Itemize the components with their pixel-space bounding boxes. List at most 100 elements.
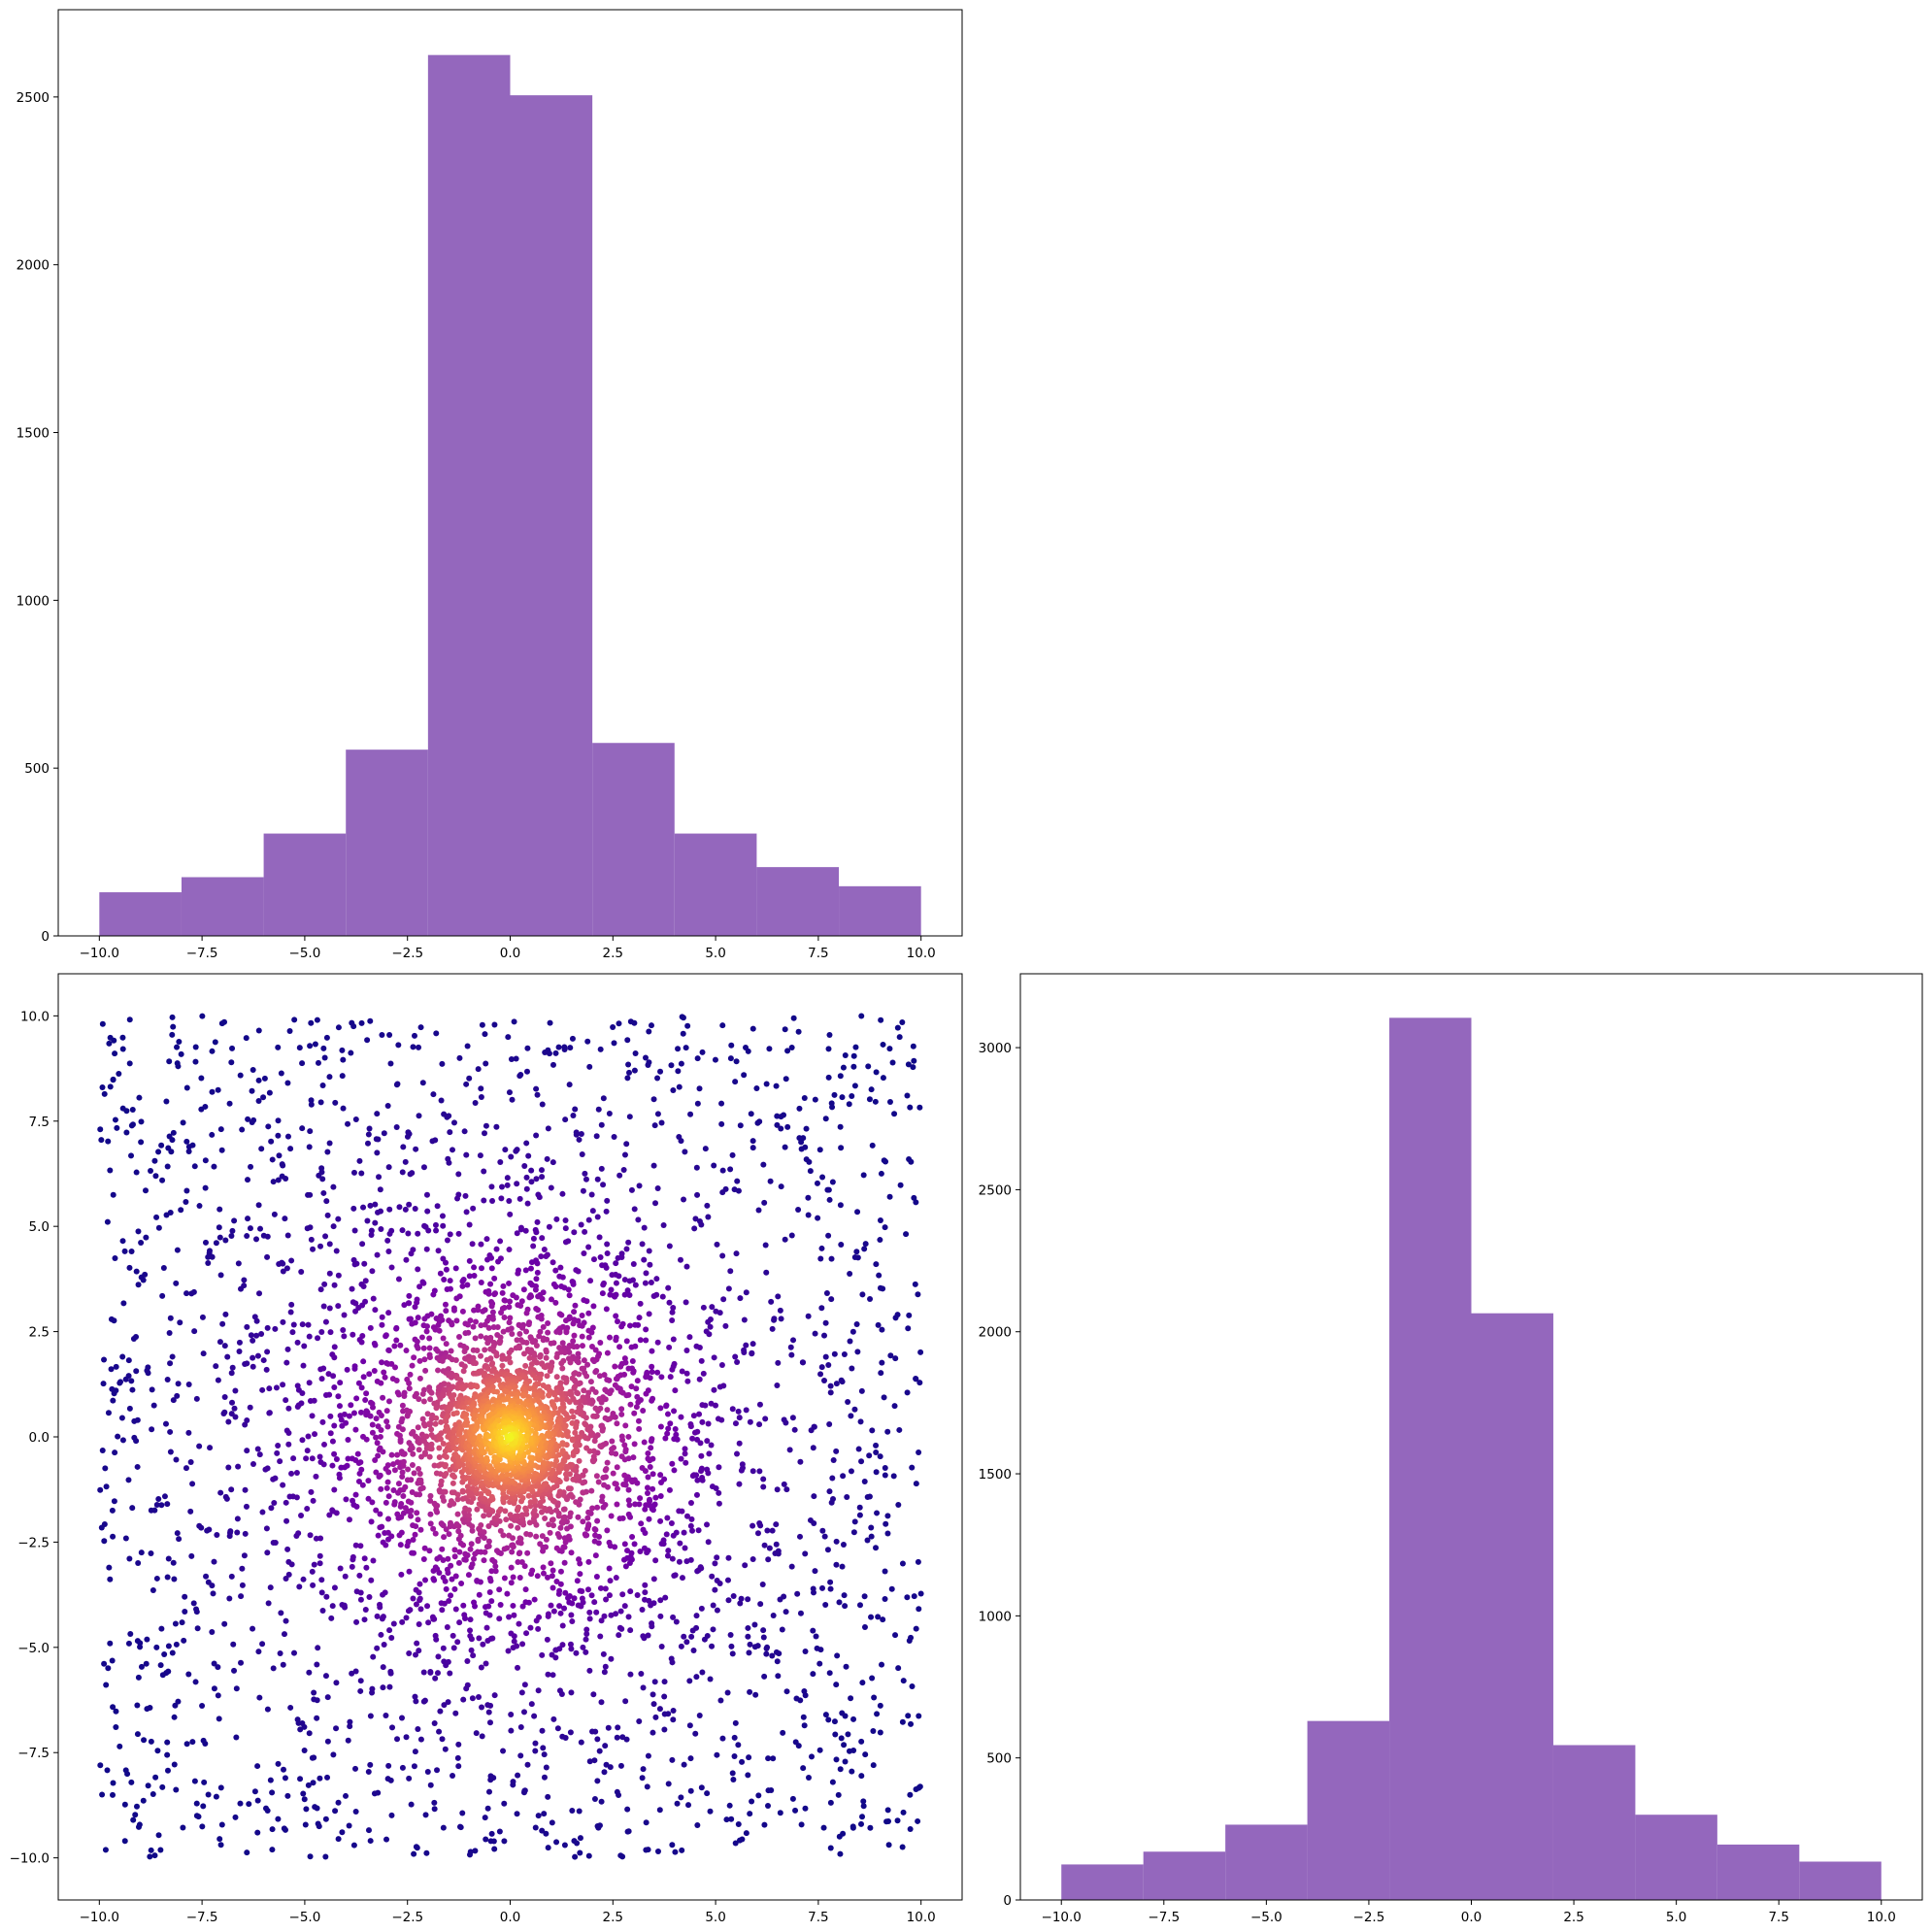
scatter-point [507, 1315, 514, 1321]
scatter-point [692, 1216, 699, 1222]
scatter-point [880, 1041, 886, 1048]
scatter-point [189, 1739, 196, 1746]
scatter-point [402, 1158, 409, 1165]
scatter-point [277, 1458, 283, 1465]
scatter-point [247, 1225, 253, 1232]
scatter-point [99, 1020, 106, 1027]
scatter-point [570, 1320, 577, 1327]
scatter-point [439, 1546, 446, 1552]
scatter-point [164, 1163, 171, 1170]
scatter-point [311, 1397, 317, 1404]
scatter-point [704, 1521, 711, 1528]
scatter-point [475, 1536, 482, 1543]
scatter-point [453, 1410, 460, 1416]
scatter-point [631, 1541, 638, 1548]
scatter-point [448, 1348, 454, 1354]
scatter-point [443, 1341, 450, 1348]
scatter-point [422, 1367, 429, 1374]
scatter-point [743, 1830, 749, 1837]
scatter-point [189, 1142, 196, 1149]
scatter-point [192, 1058, 199, 1065]
scatter-point [225, 1418, 232, 1425]
scatter-point [631, 1067, 638, 1074]
scatter-point [529, 1339, 536, 1346]
scatter-point [333, 1510, 340, 1516]
scatter-point [267, 1584, 274, 1591]
scatter-point [153, 1501, 160, 1508]
scatter-point [576, 1457, 583, 1464]
scatter-point [513, 1148, 519, 1154]
scatter-point [350, 1169, 357, 1176]
scatter-point [833, 1381, 840, 1387]
scatter-point [684, 1378, 691, 1384]
scatter-point [133, 1803, 140, 1810]
scatter-point [875, 1321, 882, 1328]
scatter-point [415, 1516, 421, 1523]
scatter-point [318, 1376, 325, 1382]
scatter-point [440, 1824, 447, 1831]
scatter-point [495, 1417, 502, 1424]
scatter-point [395, 1391, 402, 1398]
scatter-point [454, 1511, 461, 1517]
scatter-point [185, 1429, 192, 1436]
scatter-point [535, 1687, 542, 1694]
scatter-point [122, 1767, 129, 1774]
scatter-point [541, 1811, 548, 1817]
scatter-point [192, 1044, 199, 1050]
scatter-point [321, 1054, 328, 1061]
scatter-point [538, 1253, 545, 1260]
scatter-point [654, 1369, 661, 1376]
scatter-point [547, 1019, 553, 1026]
scatter-point [494, 1324, 501, 1331]
scatter-point [500, 1282, 507, 1289]
scatter-point [282, 1216, 288, 1222]
scatter-point [824, 1547, 831, 1553]
scatter-point [694, 1055, 701, 1062]
scatter-point [341, 1312, 348, 1318]
scatter-point [622, 1563, 629, 1570]
scatter-point [666, 1299, 673, 1306]
scatter-point [847, 1270, 853, 1277]
scatter-point [394, 1736, 401, 1743]
scatter-point [714, 1241, 720, 1248]
scatter-point [735, 1820, 742, 1827]
scatter-point [391, 1467, 398, 1474]
scatter-point [355, 1380, 362, 1386]
scatter-point [850, 1715, 857, 1722]
scatter-point [606, 1539, 613, 1546]
scatter-point [549, 1516, 555, 1523]
scatter-point [861, 1593, 868, 1600]
scatter-point [483, 1660, 489, 1667]
scatter-point [624, 1075, 631, 1082]
scatter-point [533, 1176, 540, 1183]
scatter-point [609, 1446, 616, 1452]
scatter-point [831, 1091, 838, 1098]
scatter-point [475, 1694, 482, 1701]
scatter-point [488, 1361, 495, 1368]
scatter-point [169, 1031, 176, 1038]
scatter-point [333, 1455, 340, 1462]
scatter-point [385, 1398, 392, 1405]
scatter-point [417, 1736, 424, 1743]
scatter-point [432, 1564, 439, 1571]
scatter-point [309, 1568, 316, 1575]
scatter-point [508, 1727, 515, 1734]
scatter-point [226, 1100, 233, 1107]
scatter-point [316, 1172, 322, 1179]
scatter-point [603, 1208, 610, 1215]
scatter-point [578, 1739, 584, 1746]
scatter-point [272, 1539, 279, 1546]
scatter-point [310, 1780, 316, 1786]
scatter-point [380, 1449, 386, 1455]
scatter-point [698, 1452, 705, 1459]
scatter-point [579, 1333, 585, 1340]
scatter-point [145, 1364, 151, 1371]
scatter-point [442, 1462, 449, 1469]
scatter-point [884, 1513, 891, 1519]
scatter-point [515, 1772, 521, 1779]
scatter-point [192, 1606, 199, 1613]
scatter-point [298, 1269, 305, 1276]
scatter-point [526, 1519, 533, 1526]
scatter-point [110, 1791, 117, 1798]
scatter-point [707, 1676, 714, 1682]
